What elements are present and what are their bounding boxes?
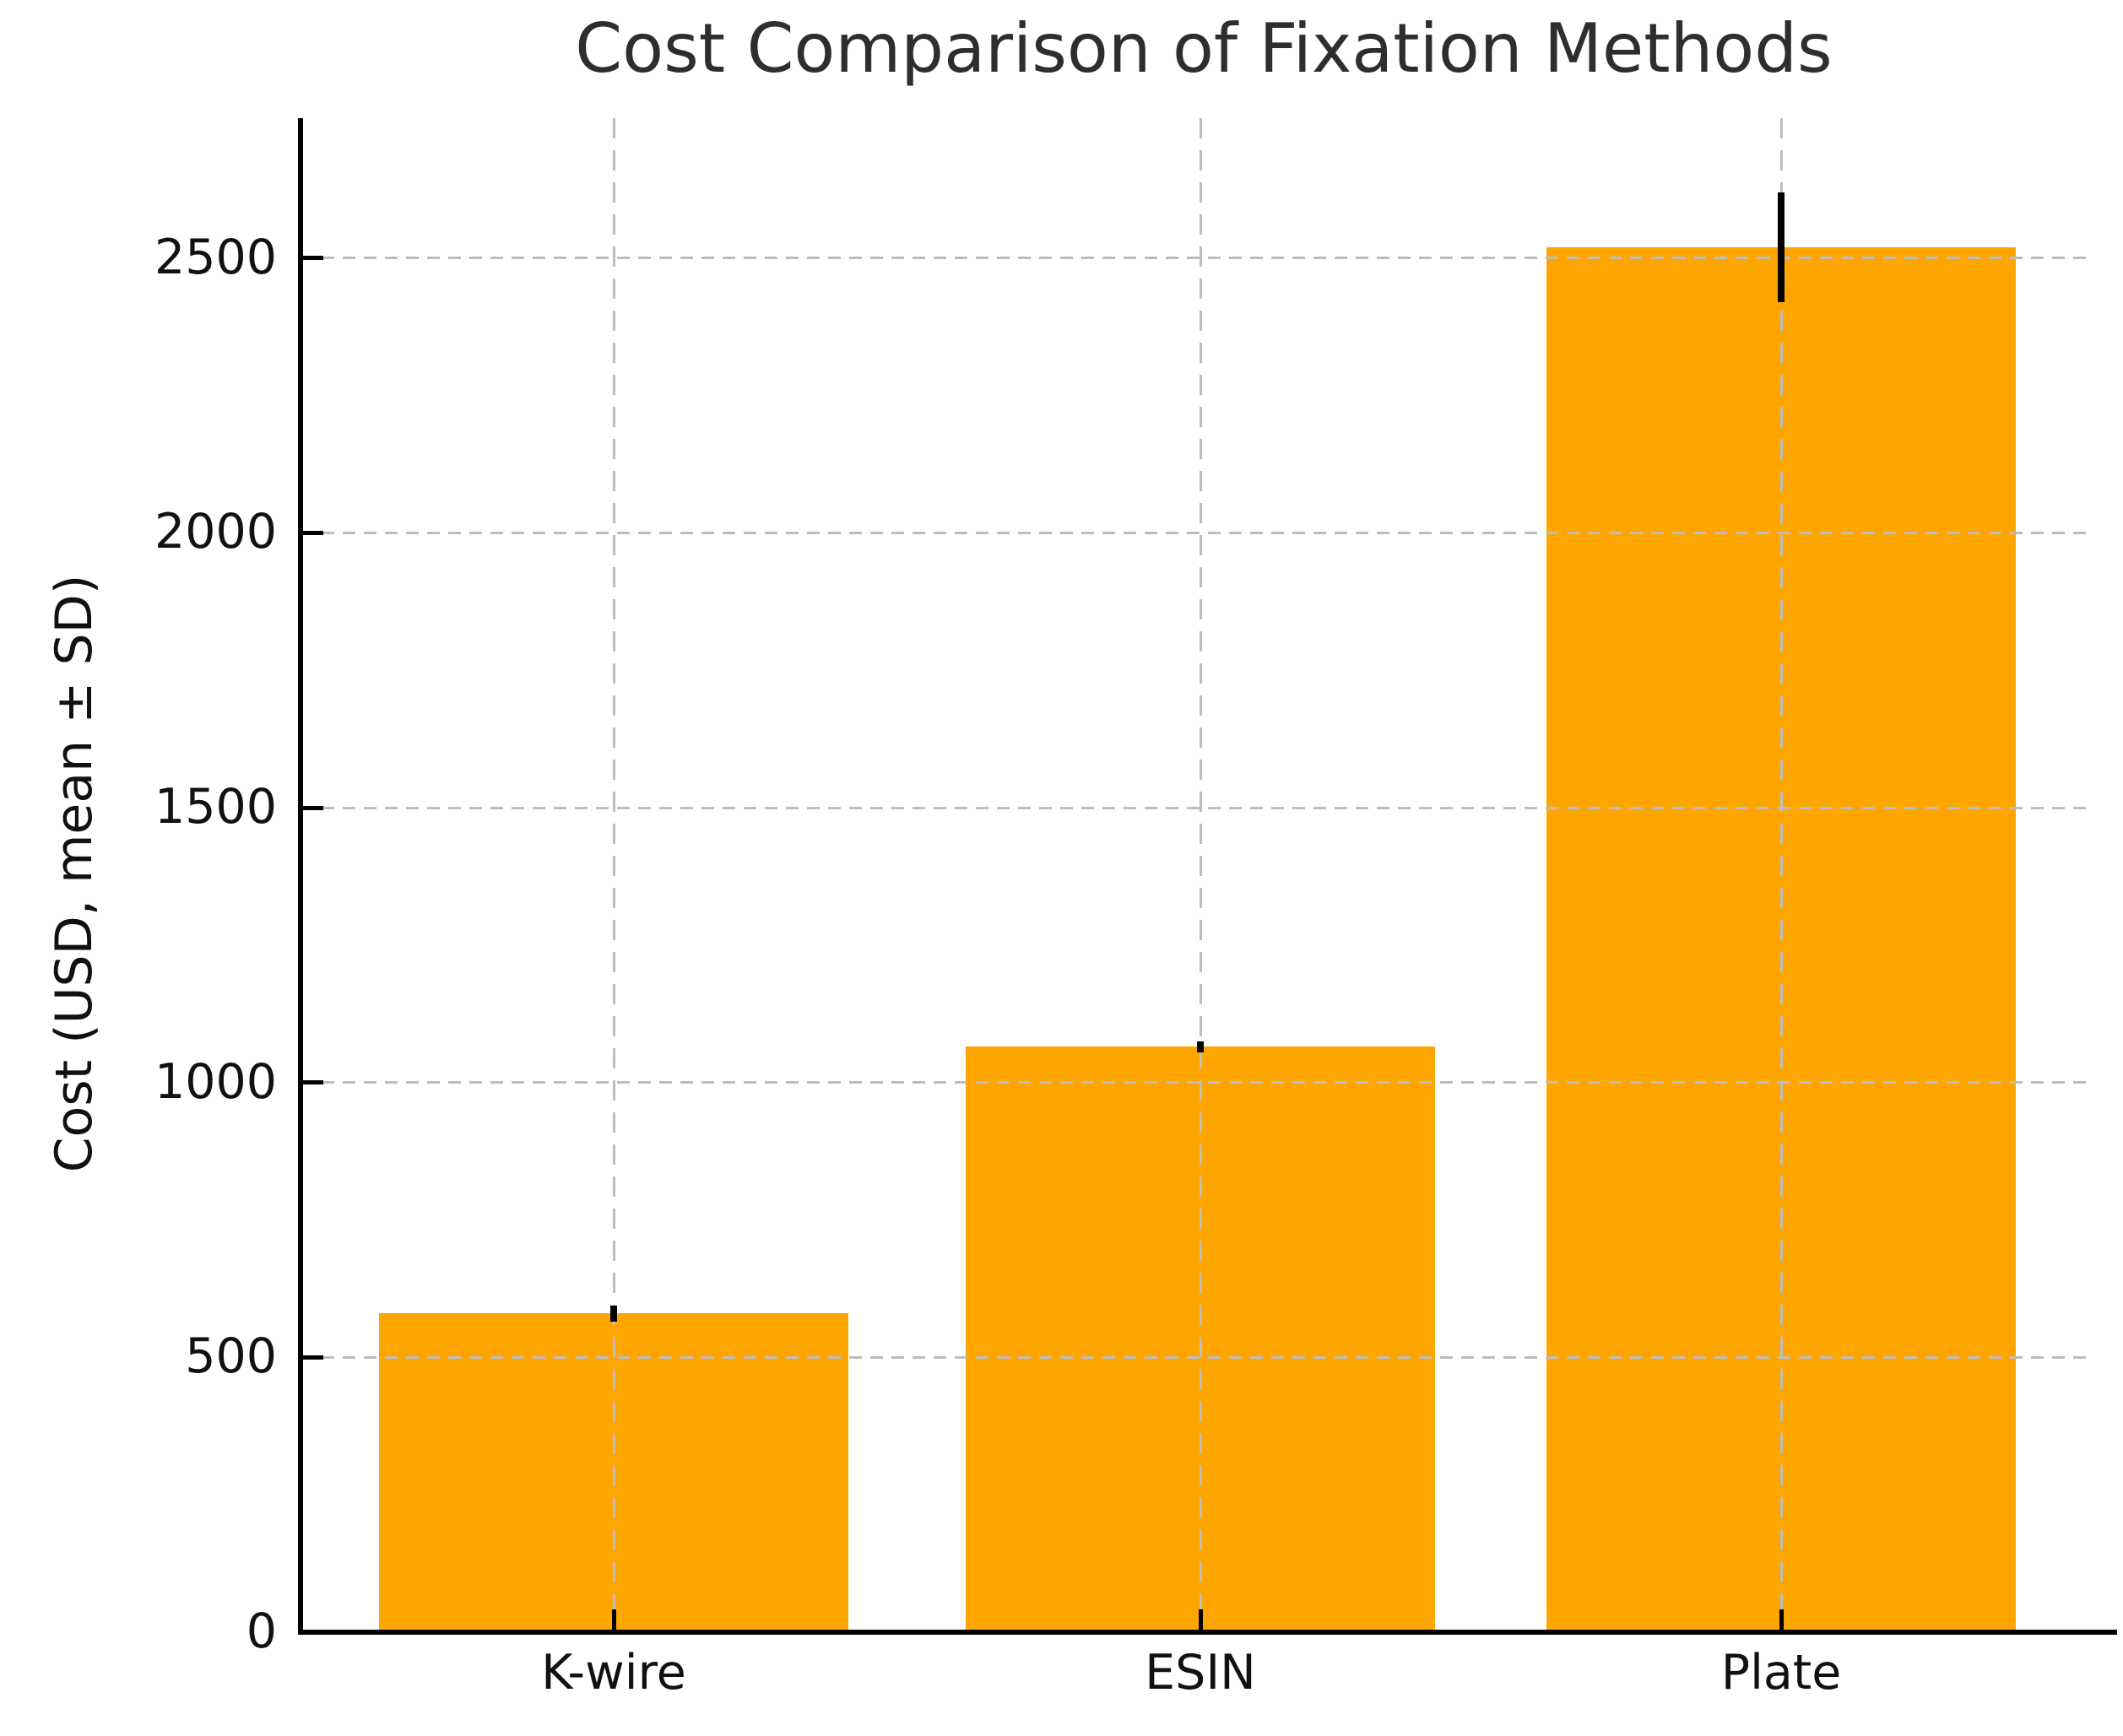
error-bar: [1197, 1041, 1204, 1052]
x-tick-label: Plate: [1720, 1645, 1842, 1701]
y-tick-label: 500: [185, 1328, 277, 1385]
y-tick-label: 1500: [154, 779, 277, 836]
y-tick: [303, 1355, 323, 1360]
x-axis-spine: [298, 1630, 2117, 1635]
h-gridline: [301, 806, 2093, 809]
y-tick: [303, 256, 323, 261]
x-tick: [611, 1609, 616, 1630]
h-gridline: [301, 257, 2093, 260]
y-tick: [303, 805, 323, 810]
x-tick: [1779, 1609, 1784, 1630]
v-gridline: [612, 118, 615, 1632]
x-tick-label: ESIN: [1145, 1645, 1256, 1701]
h-gridline: [301, 531, 2093, 534]
y-tick: [303, 1080, 323, 1085]
y-tick: [303, 1630, 323, 1635]
y-tick: [303, 530, 323, 535]
v-gridline: [1779, 118, 1783, 1632]
chart-title: Cost Comparison of Fixation Methods: [575, 9, 1833, 88]
y-tick-label: 0: [246, 1604, 277, 1659]
h-gridline: [301, 1081, 2093, 1084]
y-tick-label: 2000: [154, 504, 277, 560]
y-tick-label: 2500: [154, 229, 277, 285]
x-tick: [1198, 1609, 1203, 1630]
error-bar: [1778, 192, 1785, 302]
x-tick-label: K-wire: [541, 1645, 686, 1701]
error-bar: [610, 1305, 617, 1322]
v-gridline: [1199, 118, 1202, 1632]
y-axis-spine: [298, 118, 303, 1635]
y-tick-label: 1000: [154, 1053, 277, 1110]
h-gridline: [301, 1355, 2093, 1359]
